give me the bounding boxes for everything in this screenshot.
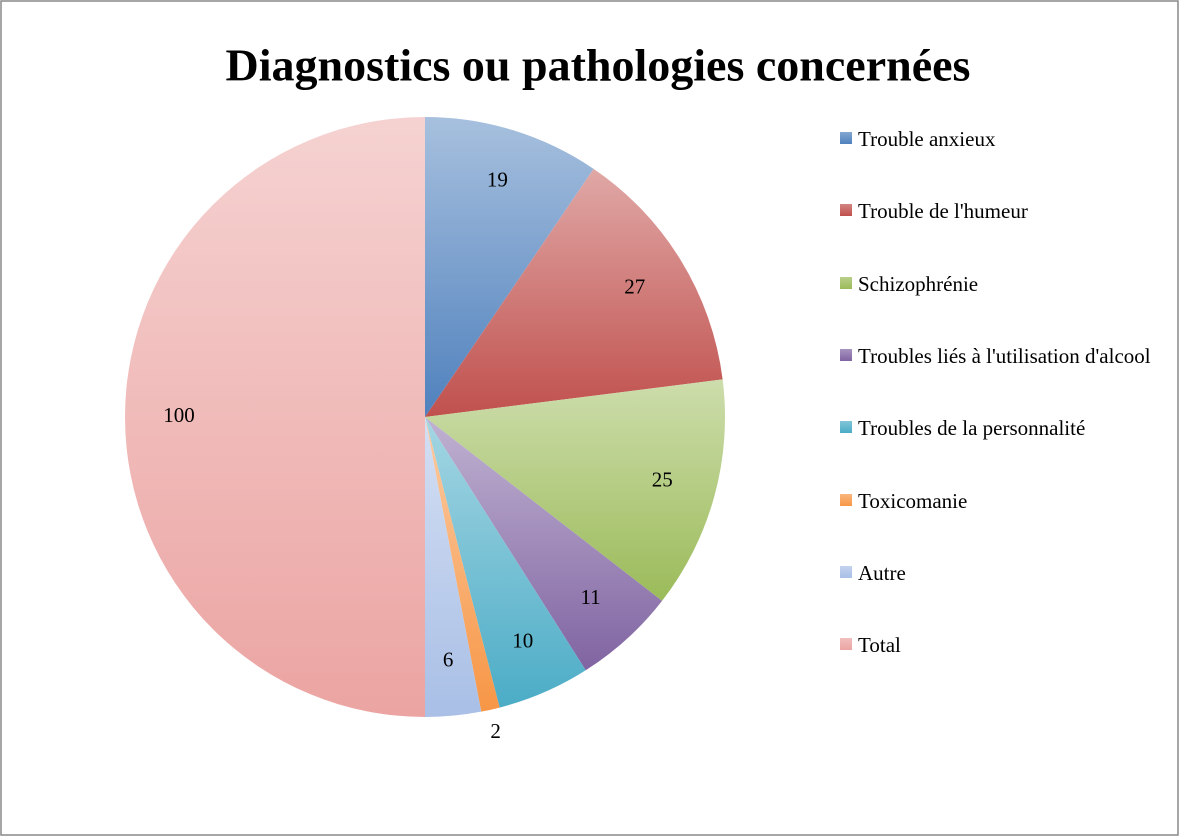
legend-swatch [840,276,852,289]
data-label: 11 [580,585,600,609]
pie-slice [425,417,482,717]
legend-label: Schizophrénie [858,271,979,296]
legend-label: Troubles liés à l'utilisation d'alcool [858,343,1151,368]
legend-swatch [840,204,852,217]
pie-slice [125,117,425,717]
legend-item: Troubles liés à l'utilisation d'alcool [840,342,1170,370]
pie-slice [425,417,663,671]
legend-item: Total [840,631,1170,659]
data-label: 100 [163,403,195,427]
legend-item: Toxicomanie [840,487,1170,515]
legend-label: Total [858,633,901,658]
legend-item: Schizophrénie [840,270,1170,298]
legend-item: Autre [840,559,1170,587]
legend-swatch [840,421,852,434]
data-label: 6 [443,648,454,672]
legend-label: Troubles de la personnalité [858,416,1086,441]
legend-swatch [840,493,852,506]
legend-label: Toxicomanie [858,488,968,513]
legend-label: Trouble anxieux [858,127,996,151]
legend-swatch [840,638,852,651]
legend-label: Autre [858,560,906,585]
legend-swatch [840,132,852,144]
pie-slice [425,168,723,417]
legend-item: Trouble anxieux [840,125,1170,153]
legend-swatch [840,348,852,361]
pie-slice [425,117,594,417]
data-label: 19 [487,168,508,192]
data-label: 2 [490,719,501,743]
legend-label: Trouble de l'humeur [858,199,1028,224]
legend-item: Trouble de l'humeur [840,197,1170,225]
data-label: 10 [512,629,533,653]
data-label: 27 [624,274,645,298]
pie-slice [425,379,725,601]
legend-item: Troubles de la personnalité [840,414,1170,442]
legend-swatch [840,565,852,578]
pie-slice [425,417,500,712]
data-label: 25 [652,468,673,492]
pie-slice [425,417,586,708]
chart-title: Diagnostics ou pathologies concernées [226,40,971,91]
